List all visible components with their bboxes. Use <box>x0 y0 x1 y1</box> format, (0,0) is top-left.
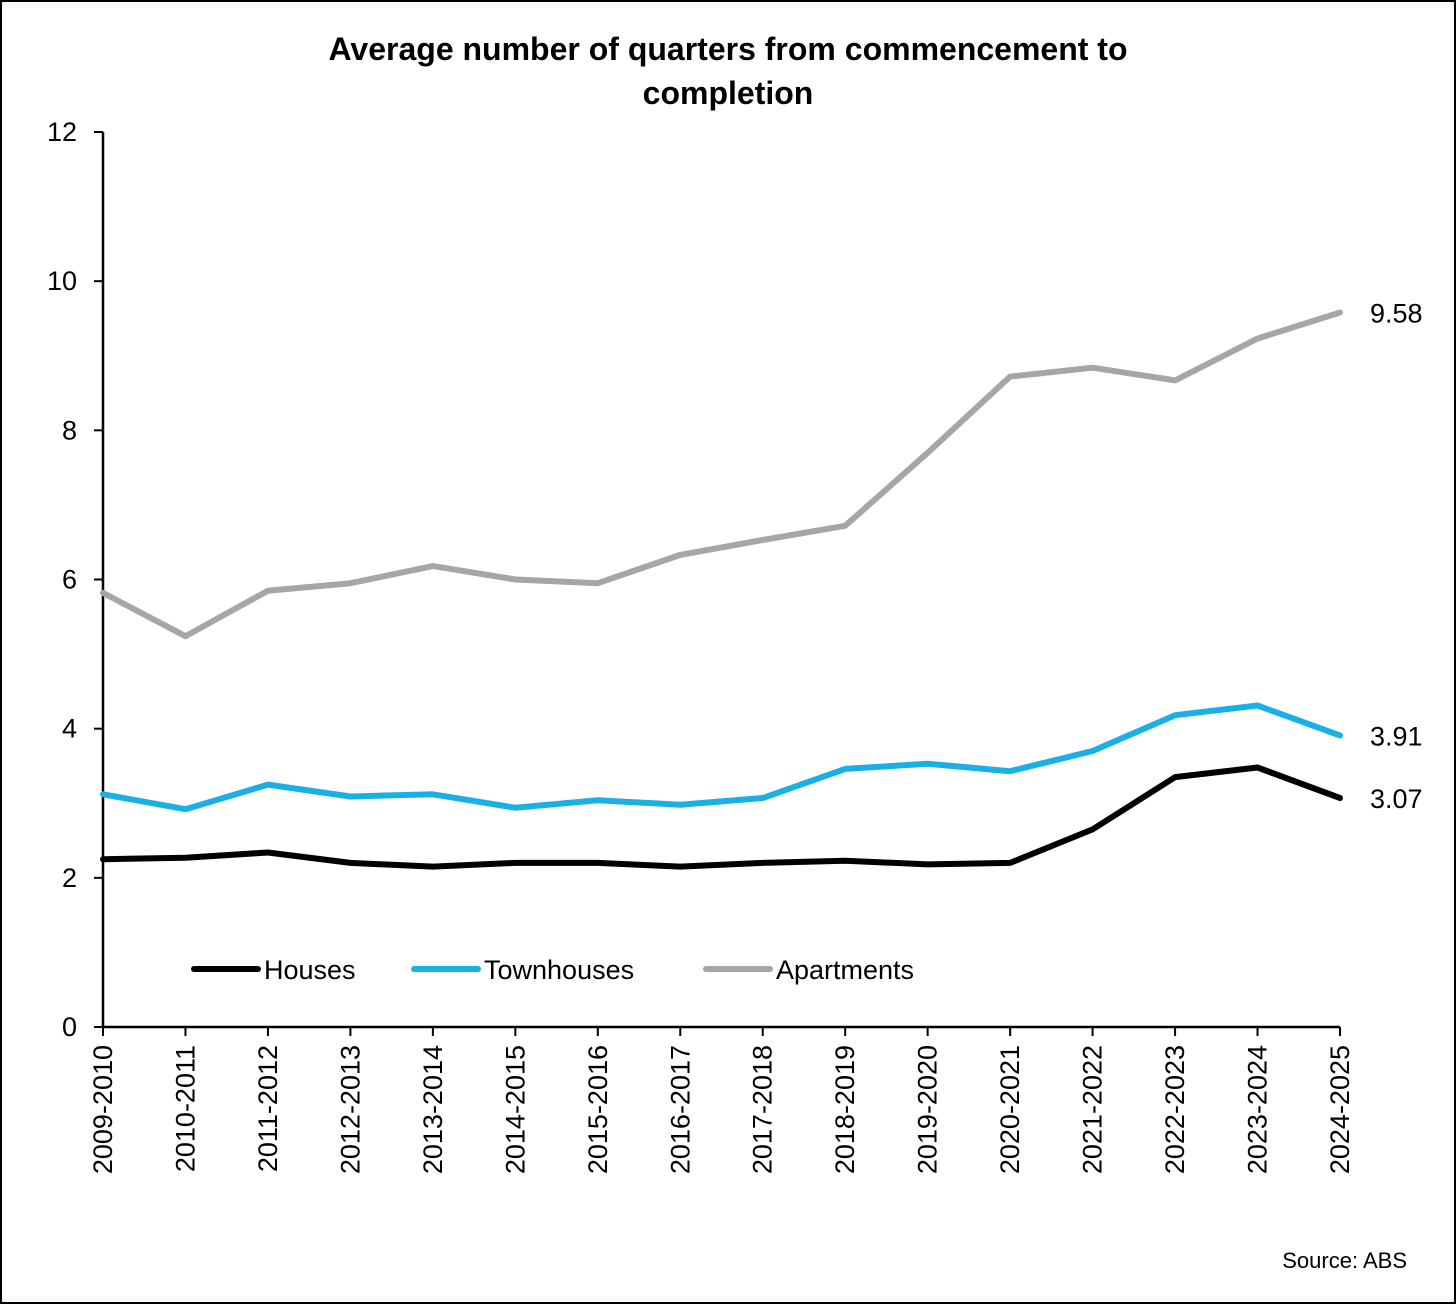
chart-title: Average number of quarters from commence… <box>329 31 1128 111</box>
series-line-apartments <box>100 309 1343 640</box>
y-axis: 0 2 4 6 8 10 12 <box>47 117 105 1042</box>
x-axis: 2009-2010 2010-2011 2011-2012 2012-2013 2013… <box>88 1025 1355 1174</box>
y-tick-label: 2 <box>62 863 77 893</box>
x-tick-label: 2024-2025 <box>1325 1045 1355 1174</box>
legend: Houses Townhouses Apartments <box>191 955 914 985</box>
end-label-townhouses: 3.91 <box>1370 721 1423 751</box>
y-tick-label: 8 <box>62 415 77 445</box>
x-tick-label: 2013-2014 <box>418 1045 448 1174</box>
series-line-houses <box>100 764 1343 870</box>
y-tick-label: 6 <box>62 565 77 595</box>
series-layer <box>100 309 1343 870</box>
x-tick-label: 2016-2017 <box>665 1045 695 1174</box>
end-labels: 3.07 3.91 9.58 <box>1370 298 1423 814</box>
x-tick-label: 2020-2021 <box>995 1045 1025 1174</box>
y-tick-label: 0 <box>62 1012 77 1042</box>
legend-item-houses: Houses <box>191 955 356 985</box>
x-tick-label: 2022-2023 <box>1160 1045 1190 1174</box>
y-tick-label: 10 <box>47 266 77 296</box>
x-tick-label: 2021-2022 <box>1078 1045 1108 1174</box>
y-tick-label: 12 <box>47 117 77 147</box>
source-note: Source: ABS <box>1282 1248 1407 1273</box>
chart-title-line-2: completion <box>643 75 814 111</box>
x-tick-label: 2012-2013 <box>335 1045 365 1174</box>
x-tick-label: 2018-2019 <box>830 1045 860 1174</box>
x-tick-label: 2019-2020 <box>913 1045 943 1174</box>
end-label-apartments: 9.58 <box>1370 298 1423 328</box>
legend-label: Apartments <box>776 955 914 985</box>
end-label-houses: 3.07 <box>1370 784 1423 814</box>
legend-label: Townhouses <box>484 955 634 985</box>
legend-item-townhouses: Townhouses <box>411 955 634 985</box>
x-tick-label: 2023-2024 <box>1243 1045 1273 1174</box>
chart-title-line-1: Average number of quarters from commence… <box>329 31 1128 67</box>
legend-label: Houses <box>264 955 356 985</box>
legend-item-apartments: Apartments <box>703 955 914 985</box>
x-tick-label: 2010-2011 <box>170 1045 200 1172</box>
y-tick-label: 4 <box>62 714 77 744</box>
x-tick-label: 2009-2010 <box>88 1045 118 1174</box>
x-tick-label: 2014-2015 <box>500 1045 530 1174</box>
x-tick-label: 2011-2012 <box>253 1045 283 1172</box>
series-line-townhouses <box>100 702 1343 813</box>
x-tick-label: 2015-2016 <box>583 1045 613 1174</box>
x-tick-label: 2017-2018 <box>748 1045 778 1174</box>
